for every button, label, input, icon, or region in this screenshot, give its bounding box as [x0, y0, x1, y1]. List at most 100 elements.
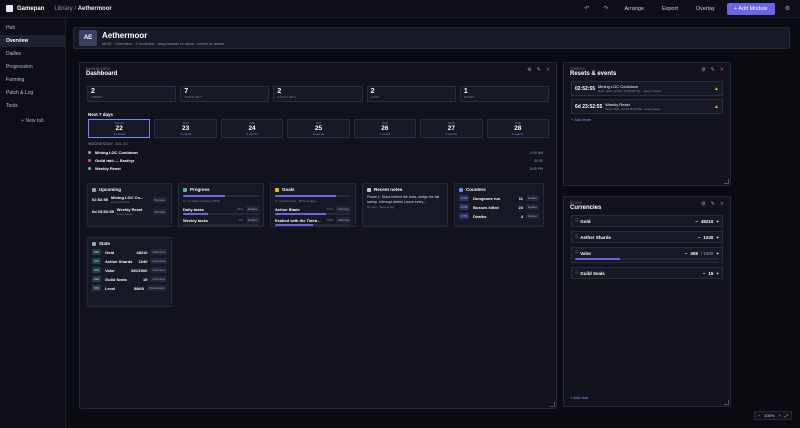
day-date: 28	[514, 125, 522, 132]
currency-bar	[575, 258, 719, 260]
stat-value: 2	[91, 88, 95, 95]
increment-button[interactable]: +	[716, 218, 719, 224]
overlay-button[interactable]: Overlay	[695, 5, 715, 12]
increment-button[interactable]: +	[716, 250, 719, 256]
overview-button[interactable]: Overview	[150, 267, 167, 273]
sidebar-item-overview[interactable]: Overview	[0, 35, 65, 47]
sidebar-item-dailies[interactable]: Dailies	[6, 51, 22, 57]
currency-value[interactable]: 308	[690, 250, 698, 256]
overview-button[interactable]: Overview	[150, 249, 167, 255]
panel-close-icon[interactable]: ✕	[719, 67, 724, 73]
decrement-button[interactable]: −	[695, 218, 698, 224]
resize-handle[interactable]	[724, 400, 729, 405]
progress-icon	[183, 187, 187, 192]
decrement-button[interactable]: −	[702, 270, 706, 276]
panel-close-icon[interactable]: ✕	[545, 67, 550, 73]
sidebar-item-hub[interactable]: Hub	[6, 25, 16, 31]
dailies-button[interactable]: Dailies	[525, 213, 539, 219]
panel-edit-icon[interactable]: ✎	[710, 67, 715, 73]
event-time: 2:00 AM	[530, 150, 543, 155]
decrement-button[interactable]: −	[697, 234, 701, 240]
drag-grip-icon[interactable]: ⠿	[575, 270, 579, 275]
resize-handle[interactable]	[550, 402, 555, 407]
currency-value[interactable]: 15	[708, 270, 714, 276]
stat-value: 7	[184, 88, 189, 95]
zoom-out-button[interactable]: −	[757, 413, 761, 418]
timer-row[interactable]: 6d 23:52:55 Weekly Reset Next: Wed, Jul 29…	[571, 99, 723, 114]
day-card[interactable]: SUN 26 1 event	[353, 119, 417, 138]
day-card[interactable]: SAT 25 2 events	[287, 119, 350, 138]
counter-value: 11	[518, 195, 523, 201]
progress-item-name: Daily tasks	[183, 206, 204, 212]
timer-countdown: 6d 23:52:55	[575, 103, 603, 110]
goal-name: Exalted with the Tideb...	[275, 217, 321, 223]
farming-button[interactable]: Farming	[335, 206, 351, 212]
event-row[interactable]: Guild raid — Easthyr 20:00	[88, 157, 543, 164]
day-weekday: TODAY	[114, 121, 125, 125]
increment-button[interactable]: +	[716, 270, 719, 276]
breadcrumb-root[interactable]: Library	[54, 5, 73, 12]
add-stat-button[interactable]: + Add stat	[570, 395, 588, 400]
dailies-button[interactable]: Dailies	[525, 195, 539, 201]
zoom-in-button[interactable]: +	[778, 413, 781, 418]
counters-module: Counters CTR Dungeons run 11 Dailies CTR Bos…	[454, 183, 544, 227]
day-card[interactable]: FRI 24 2 events	[220, 119, 284, 138]
fit-screen-icon[interactable]: ⤢	[784, 413, 788, 418]
overview-button[interactable]: Overview	[150, 276, 167, 282]
redo-icon[interactable]: ↷	[603, 6, 609, 12]
dailies-button[interactable]: Dailies	[525, 204, 539, 210]
note-preview[interactable]: Phase 1: Stack behind the boss, dodge th…	[367, 195, 440, 204]
day-date: 22	[115, 125, 123, 132]
currency-value[interactable]: 48210	[700, 218, 714, 224]
panel-settings-icon[interactable]: ⚙	[527, 67, 532, 73]
recent-notes-module: Recent notes Phase 1: Stack behind the b…	[362, 183, 448, 227]
drag-grip-icon[interactable]: ⠿	[575, 218, 579, 223]
panel-edit-icon[interactable]: ✎	[536, 67, 541, 73]
day-card-today[interactable]: TODAY 22 3 events	[88, 119, 151, 138]
currency-fill	[575, 258, 620, 260]
panel-edit-icon[interactable]: ✎	[710, 201, 715, 207]
day-weekday: FRI	[249, 121, 255, 125]
arrange-button[interactable]: Arrange	[624, 5, 644, 12]
resize-handle[interactable]	[724, 179, 729, 184]
day-card[interactable]: TUE 28 2 events	[486, 119, 549, 138]
state-name: Aether Shards	[105, 258, 133, 264]
page-title: Aethermoor	[102, 30, 148, 40]
panel-settings-icon[interactable]: ⚙	[701, 67, 706, 73]
sidebar-item-patch-log[interactable]: Patch & Log	[6, 90, 34, 96]
settings-gear-icon[interactable]: ⚙	[784, 6, 790, 12]
currency-value[interactable]: 1240	[703, 234, 714, 240]
decrement-button[interactable]: −	[684, 250, 688, 256]
export-button[interactable]: Export	[661, 5, 678, 12]
increment-button[interactable]: +	[716, 234, 719, 240]
undo-icon[interactable]: ↶	[584, 6, 590, 12]
panel-close-icon[interactable]: ✕	[719, 201, 724, 207]
dismiss-button[interactable]: Dismiss	[152, 196, 167, 203]
list-item: Weekly tasks 0% Dailies	[183, 217, 259, 223]
drag-grip-icon[interactable]: ⠿	[575, 234, 579, 239]
farming-button[interactable]: Farming	[335, 217, 351, 223]
sidebar-item-progression[interactable]: Progression	[6, 64, 33, 70]
dismiss-button[interactable]: Dismiss	[152, 208, 167, 215]
overview-button[interactable]: Overview	[150, 258, 167, 264]
event-row[interactable]: Mining LGC Cooldown 2:00 AM	[88, 149, 543, 156]
new-tab-button[interactable]: + New tab	[21, 118, 44, 124]
dailies-button[interactable]: Dailies	[245, 206, 259, 212]
list-item: CTR Dungeons run 11 Dailies	[459, 195, 539, 201]
day-card[interactable]: MON 27 2 events	[420, 119, 483, 138]
day-card[interactable]: THU 23 2 events	[154, 119, 217, 138]
add-module-button[interactable]: + Add Module	[726, 2, 775, 15]
add-timer-button[interactable]: + Add timer	[571, 117, 592, 122]
event-row[interactable]: Weekly Reset 8:00 PM	[88, 165, 543, 172]
drag-grip-icon[interactable]: ⠿	[575, 250, 579, 255]
sidebar-item-farming[interactable]: Farming	[6, 77, 25, 83]
sidebar-item-tools[interactable]: Tools	[6, 103, 18, 109]
panel-settings-icon[interactable]: ⚙	[701, 201, 706, 207]
game-header[interactable]: AE Aethermoor MMO · Overview · 3 modules…	[73, 27, 790, 49]
progression-button[interactable]: Progression	[146, 285, 167, 291]
day-weekday: TUE	[514, 121, 521, 125]
selected-day-label: WEDNESDAY, JUL 22	[88, 142, 128, 146]
module-title: Progress	[190, 187, 210, 192]
timer-row[interactable]: 02:52:55 Mining LGC Cooldown Next: Wed, Ju…	[571, 81, 723, 96]
dailies-button[interactable]: Dailies	[245, 217, 259, 223]
